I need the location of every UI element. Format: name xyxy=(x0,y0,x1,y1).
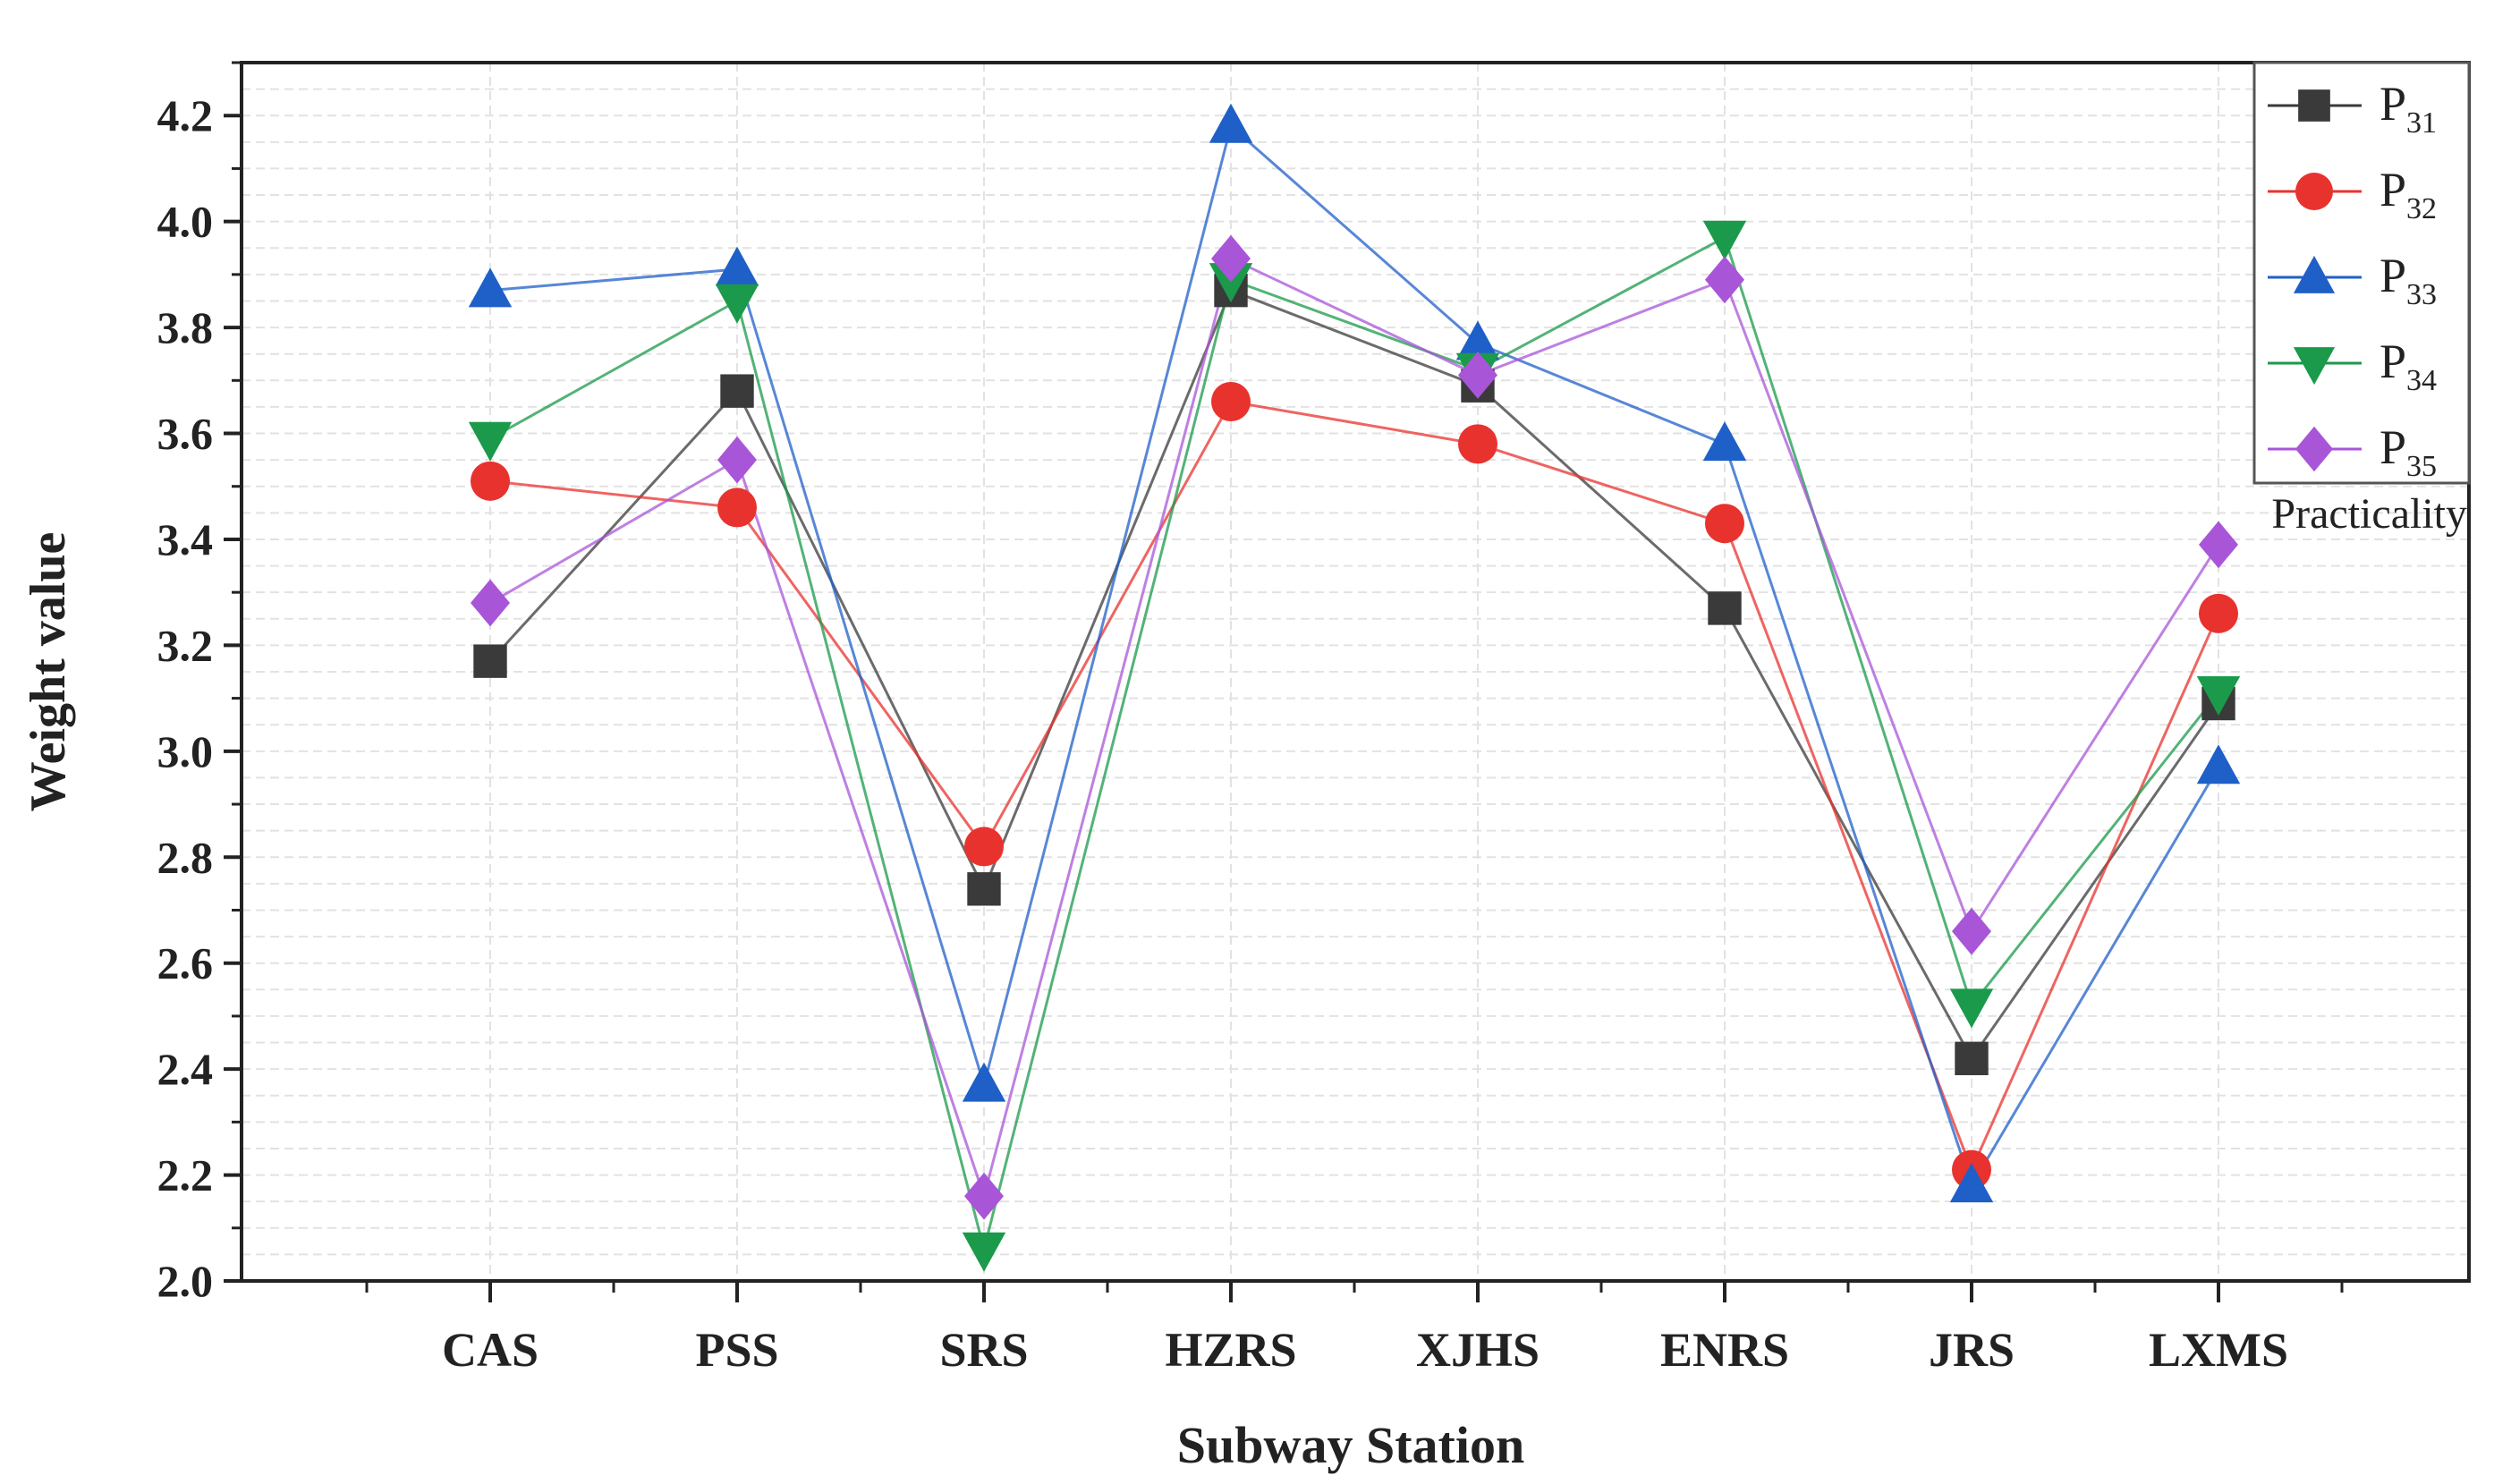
data-point-p32 xyxy=(1705,504,1744,544)
data-point-p32 xyxy=(2199,593,2238,633)
y-tick-label: 3.8 xyxy=(157,302,214,352)
data-point-p34 xyxy=(1702,220,1747,260)
data-point-p33 xyxy=(468,267,513,308)
x-tick-label: XJHS xyxy=(1416,1323,1540,1377)
legend-marker xyxy=(2298,89,2330,122)
data-point-p35 xyxy=(1211,234,1251,283)
data-point-p35 xyxy=(471,579,510,627)
data-point-p34 xyxy=(2196,675,2241,716)
data-point-p35 xyxy=(964,1172,1004,1220)
data-point-p34 xyxy=(715,284,759,324)
y-tick-label: 4.0 xyxy=(157,197,214,247)
data-point-p35 xyxy=(717,436,757,484)
legend-marker xyxy=(2293,347,2336,386)
x-tick-label: LXMS xyxy=(2149,1323,2288,1377)
data-point-p33 xyxy=(962,1062,1006,1102)
data-point-p33 xyxy=(2196,744,2241,784)
data-point-p31 xyxy=(473,644,507,678)
data-point-p31 xyxy=(967,872,1001,906)
data-point-p33 xyxy=(1209,103,1253,143)
x-tick-label: HZRS xyxy=(1165,1323,1296,1377)
data-point-p35 xyxy=(1705,256,1744,304)
data-point-p35 xyxy=(2199,521,2238,569)
x-tick-label: JRS xyxy=(1929,1323,2015,1377)
data-point-p32 xyxy=(964,827,1004,867)
data-point-p33 xyxy=(1702,421,1747,462)
y-tick-label: 2.6 xyxy=(157,938,214,988)
y-tick-label: 2.4 xyxy=(157,1044,214,1094)
data-point-p34 xyxy=(1209,263,1253,303)
legend-marker xyxy=(2295,426,2333,472)
y-tick-label: 3.4 xyxy=(157,514,214,564)
y-tick-label: 3.0 xyxy=(157,726,214,776)
data-point-p31 xyxy=(1708,591,1742,625)
series-group xyxy=(468,103,2241,1272)
series-p32-points xyxy=(471,381,2238,1190)
x-tick-label: PSS xyxy=(695,1323,778,1377)
y-tick-label: 2.0 xyxy=(157,1256,214,1306)
data-point-p32 xyxy=(1211,381,1251,421)
data-point-p35 xyxy=(1952,907,1991,955)
y-tick-label: 3.6 xyxy=(157,409,214,459)
x-axis-title: Subway Station xyxy=(1177,1416,1524,1474)
series-p33-points xyxy=(468,103,2241,1203)
data-point-p31 xyxy=(1955,1041,1989,1075)
y-tick-label: 3.2 xyxy=(157,620,214,670)
x-tick-label: ENRS xyxy=(1660,1323,1789,1377)
legend-label-p33: P33 xyxy=(2379,249,2437,311)
data-point-p33 xyxy=(1455,320,1500,360)
axis-ticks: 2.0 2.2 2.4 2.6 2.8 3.0 3.2 3.4 3.6 3.8 4.0 4.2 CAS P… xyxy=(157,61,2344,1377)
y-tick-label: 4.2 xyxy=(157,90,214,140)
data-point-p31 xyxy=(720,374,754,408)
data-point-p34 xyxy=(962,1232,1006,1272)
series-line-p35 xyxy=(489,256,2220,1201)
data-point-p33 xyxy=(1949,1163,1994,1203)
legend-box xyxy=(2252,61,2471,485)
data-point-p33 xyxy=(715,246,759,286)
data-point-p35 xyxy=(1458,351,1497,399)
series-line-p31 xyxy=(488,288,2220,1062)
legend-marker xyxy=(2295,173,2333,210)
x-tick-label: SRS xyxy=(939,1323,1028,1377)
series-p35-points xyxy=(471,234,2238,1220)
series-line-p34 xyxy=(489,235,2220,1250)
y-tick-label: 2.2 xyxy=(157,1150,214,1200)
data-point-p34 xyxy=(468,421,513,462)
series-p34-points xyxy=(468,220,2241,1272)
legend-marker xyxy=(2293,255,2336,293)
data-point-p32 xyxy=(471,461,510,501)
data-point-p32 xyxy=(717,488,757,528)
x-tick-label: CAS xyxy=(442,1323,539,1377)
data-point-p34 xyxy=(1949,988,1994,1029)
y-tick-label: 2.8 xyxy=(157,832,214,882)
series-line-p33 xyxy=(489,123,2220,1190)
legend-title: Practicality xyxy=(2271,490,2467,538)
y-axis-title: Weight value xyxy=(21,532,76,812)
data-point-p32 xyxy=(1458,424,1497,464)
